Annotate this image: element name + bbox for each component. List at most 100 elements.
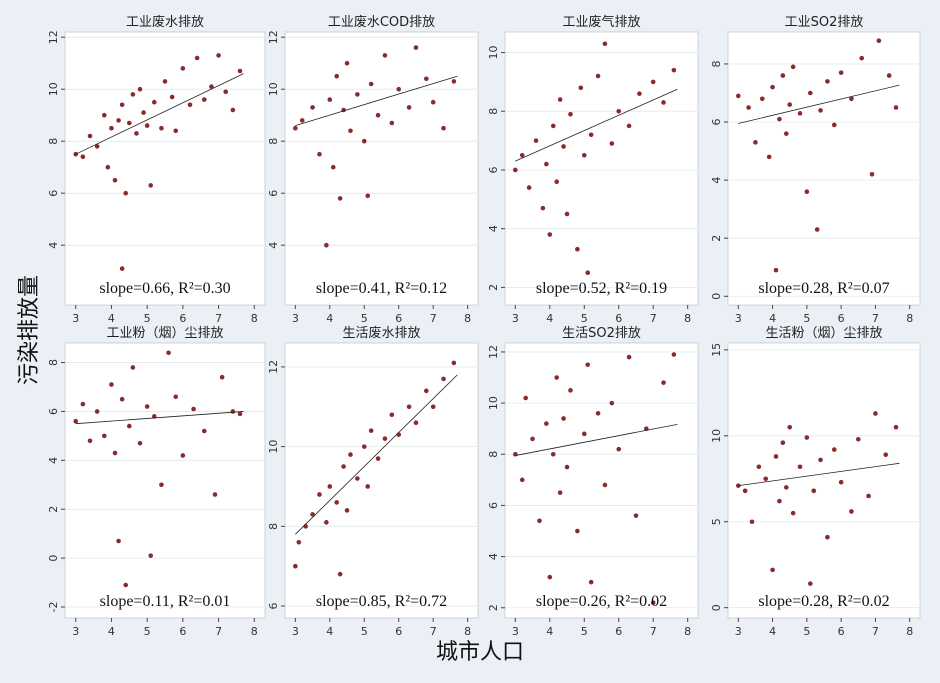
point — [564, 211, 570, 217]
point — [602, 41, 608, 47]
x-tick-label: 7 — [650, 312, 657, 325]
point — [550, 451, 556, 457]
x-tick-label: 5 — [144, 625, 151, 638]
plot-area — [727, 342, 921, 619]
point — [94, 409, 100, 414]
y-tick-label: 12 — [267, 360, 280, 374]
point — [223, 89, 229, 95]
point — [123, 582, 129, 588]
point — [348, 452, 353, 457]
y-tick-label: 12 — [267, 30, 280, 44]
point — [626, 123, 632, 129]
y-tick-label: 8 — [267, 523, 280, 530]
point — [530, 436, 535, 442]
point — [365, 484, 371, 489]
point — [173, 394, 179, 400]
y-tick-label: 2 — [47, 506, 60, 513]
fit-line — [75, 73, 244, 155]
point — [73, 418, 79, 424]
point — [355, 92, 360, 97]
annotation: slope=0.66, R²=0.30 — [99, 280, 230, 297]
point — [382, 53, 388, 58]
point — [237, 411, 243, 417]
point — [564, 464, 570, 470]
point — [144, 404, 150, 409]
point — [554, 179, 559, 185]
point — [866, 493, 871, 499]
y-tick-label: 10 — [710, 429, 723, 443]
point — [80, 154, 86, 160]
point — [787, 102, 793, 107]
point — [137, 440, 143, 446]
point — [441, 125, 446, 131]
point — [526, 185, 532, 190]
point — [303, 524, 308, 529]
panel-title: 生活废水排放 — [342, 325, 420, 341]
point — [790, 64, 796, 70]
y-tick-label: 15 — [710, 343, 723, 357]
x-tick-label: 8 — [464, 625, 471, 638]
x-tick-label: 3 — [72, 625, 79, 638]
point — [126, 120, 132, 126]
x-tick-label: 7 — [430, 312, 437, 325]
point — [609, 400, 615, 406]
point — [616, 108, 622, 114]
y-tick-label: 4 — [47, 457, 60, 464]
panel-title: 生活SO2排放 — [562, 326, 641, 341]
points — [513, 352, 678, 605]
point — [855, 436, 861, 442]
point — [883, 452, 889, 458]
point — [209, 84, 214, 89]
point — [137, 86, 143, 92]
fit-line — [295, 75, 458, 126]
plot-area — [504, 342, 699, 619]
point — [194, 55, 200, 61]
y-tick-label: 12 — [47, 30, 60, 44]
point — [633, 513, 639, 518]
point — [413, 420, 419, 426]
annotation: slope=0.28, R²=0.02 — [758, 593, 889, 610]
point — [554, 375, 559, 380]
point — [783, 485, 789, 490]
panel-title: 工业粉（烟）尘排放 — [106, 326, 223, 341]
point — [790, 510, 796, 516]
point — [770, 84, 775, 90]
x-tick-label: 8 — [251, 312, 258, 325]
x-tick-label: 7 — [872, 625, 879, 638]
x-tick-label: 7 — [215, 625, 222, 638]
point — [585, 362, 591, 368]
y-tick-label: 10 — [267, 440, 280, 454]
point — [299, 118, 305, 123]
point — [375, 112, 381, 118]
point — [650, 600, 656, 605]
point — [876, 38, 882, 44]
point — [568, 388, 573, 393]
y-tick-label: 10 — [267, 82, 280, 96]
x-tick-label: 7 — [872, 312, 879, 325]
point — [406, 404, 412, 410]
point — [746, 105, 751, 110]
point — [849, 96, 854, 102]
point — [324, 520, 329, 525]
point — [389, 412, 395, 418]
point — [602, 482, 608, 488]
point — [547, 232, 553, 237]
point — [180, 66, 186, 71]
point — [519, 152, 525, 158]
x-tick-label: 7 — [215, 312, 222, 325]
point — [424, 388, 429, 394]
point — [540, 205, 546, 211]
point — [661, 380, 666, 385]
point — [804, 435, 810, 440]
y-tick-label: 2 — [710, 235, 723, 242]
x-tick-label: 6 — [615, 312, 622, 325]
point — [341, 464, 346, 469]
point — [406, 105, 412, 110]
point — [327, 484, 333, 489]
point — [201, 428, 207, 434]
x-tick-label: 3 — [292, 625, 299, 638]
point — [375, 456, 381, 461]
y-tick-label: 10 — [487, 396, 500, 410]
x-tick-label: 5 — [361, 625, 368, 638]
x-tick-label: 6 — [615, 625, 622, 638]
